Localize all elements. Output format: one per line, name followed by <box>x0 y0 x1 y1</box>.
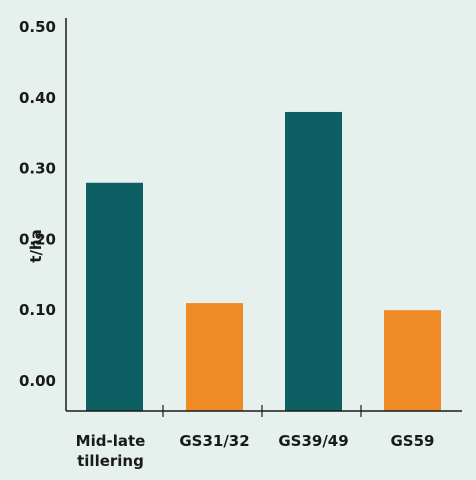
x-tick-label: GS31/32 <box>179 432 249 450</box>
bar <box>86 182 143 411</box>
x-tick-label: Mid-late tillering <box>76 432 146 470</box>
y-axis-ticks: 0.00 0.10 0.20 0.30 0.40 0.50 <box>19 18 56 390</box>
y-tick-label: 0.20 <box>19 230 56 248</box>
bar <box>384 310 441 411</box>
y-tick-label: 0.50 <box>19 18 56 36</box>
x-axis-labels: Mid-late tillering GS31/32 GS39/49 GS59 <box>76 432 435 470</box>
bar <box>285 111 342 412</box>
y-tick-label: 0.40 <box>19 89 56 107</box>
bar <box>186 303 243 411</box>
x-axis-ticks <box>162 405 362 417</box>
y-tick-label: 0.30 <box>19 160 56 178</box>
y-tick-label: 0.00 <box>19 372 56 390</box>
x-tick-label: GS39/49 <box>278 432 348 450</box>
y-axis-title: t/ha <box>27 229 45 262</box>
bars <box>86 111 441 412</box>
x-tick-label: GS59 <box>391 432 435 450</box>
y-tick-label: 0.10 <box>19 301 56 319</box>
